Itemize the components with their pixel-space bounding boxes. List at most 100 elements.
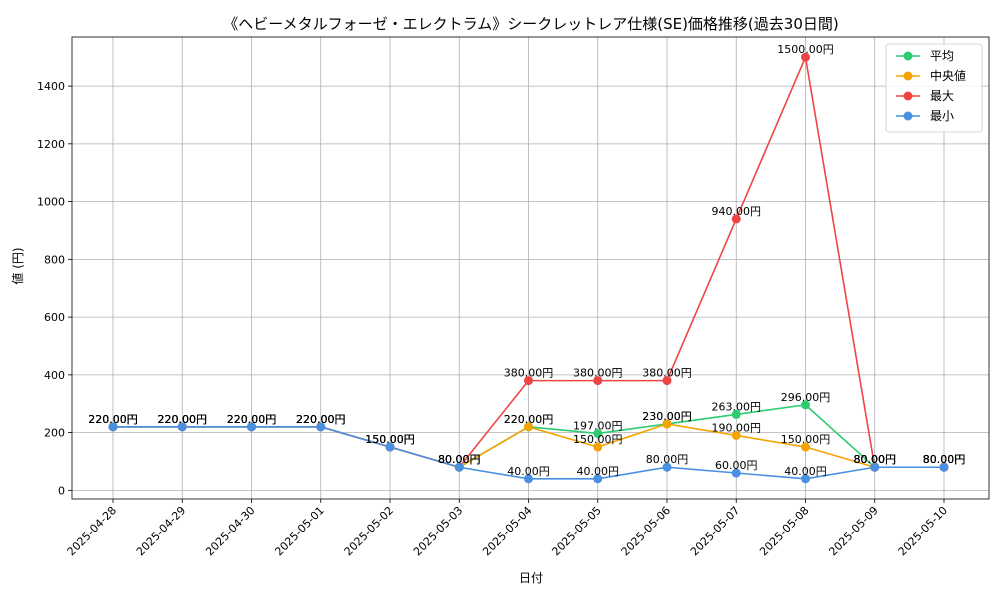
data-label: 380.00円 bbox=[573, 367, 623, 380]
gridlines bbox=[72, 37, 989, 499]
x-tick-label: 2025-05-05 bbox=[549, 504, 603, 558]
data-label: 40.00円 bbox=[507, 465, 550, 478]
data-point bbox=[524, 474, 533, 484]
data-label: 150.00円 bbox=[365, 433, 415, 446]
data-label: 80.00円 bbox=[854, 453, 897, 466]
x-tick-label: 2025-05-10 bbox=[896, 504, 950, 558]
data-label: 220.00円 bbox=[504, 413, 554, 426]
data-label: 220.00円 bbox=[296, 413, 346, 426]
x-tick-label: 2025-05-07 bbox=[688, 504, 742, 558]
data-label: 150.00円 bbox=[365, 433, 415, 446]
data-point bbox=[524, 422, 533, 432]
data-label: 80.00円 bbox=[923, 453, 966, 466]
data-label: 380.00円 bbox=[504, 367, 554, 380]
data-point bbox=[801, 400, 810, 410]
data-label: 220.00円 bbox=[227, 413, 277, 426]
legend-label: 平均 bbox=[930, 49, 954, 63]
x-axis-label: 日付 bbox=[519, 571, 543, 585]
data-label: 80.00円 bbox=[923, 453, 966, 466]
data-label: 150.00円 bbox=[573, 433, 623, 446]
legend-label: 中央値 bbox=[930, 68, 966, 83]
data-label: 220.00円 bbox=[227, 413, 277, 426]
data-label: 220.00円 bbox=[296, 413, 346, 426]
y-tick-label: 0 bbox=[58, 484, 65, 497]
data-label: 220.00円 bbox=[504, 413, 554, 426]
y-tick-label: 1200 bbox=[37, 138, 65, 151]
data-label: 80.00円 bbox=[854, 453, 897, 466]
data-point bbox=[731, 468, 741, 478]
data-label: 220.00円 bbox=[88, 413, 138, 426]
legend-box bbox=[885, 43, 983, 133]
data-label: 80.00円 bbox=[923, 453, 966, 466]
data-label: 1500.00円 bbox=[777, 43, 834, 56]
data-label: 80.00円 bbox=[438, 453, 481, 466]
data-label: 220.00円 bbox=[88, 413, 138, 426]
data-label: 220.00円 bbox=[227, 413, 277, 426]
y-tick-label: 800 bbox=[44, 253, 65, 266]
y-tick-label: 200 bbox=[44, 427, 65, 440]
legend-swatch-marker bbox=[903, 51, 913, 61]
x-tick-label: 2025-05-06 bbox=[619, 504, 673, 558]
data-label: 263.00円 bbox=[712, 400, 762, 413]
data-label: 220.00円 bbox=[88, 413, 138, 426]
data-point bbox=[593, 428, 603, 438]
x-tick-label: 2025-04-28 bbox=[65, 504, 119, 558]
data-label: 220.00円 bbox=[158, 413, 208, 426]
y-tick-label: 1000 bbox=[37, 196, 65, 209]
x-tick-label: 2025-05-08 bbox=[757, 504, 811, 558]
data-label: 197.00円 bbox=[573, 419, 623, 432]
data-point bbox=[870, 462, 880, 472]
series-points bbox=[108, 52, 949, 484]
data-label: 220.00円 bbox=[296, 413, 346, 426]
data-point bbox=[593, 474, 603, 484]
data-label: 80.00円 bbox=[438, 453, 481, 466]
data-label: 80.00円 bbox=[854, 453, 897, 466]
x-axis-ticks: 2025-04-28 2025-04-29 2025-04-30 2025-05-01… bbox=[65, 499, 950, 558]
legend-label: 最大 bbox=[930, 89, 954, 103]
data-label: 220.00円 bbox=[158, 413, 208, 426]
data-label: 150.00円 bbox=[365, 433, 415, 446]
data-label: 40.00円 bbox=[577, 465, 620, 478]
data-point bbox=[939, 462, 949, 472]
data-label: 80.00円 bbox=[923, 453, 966, 466]
data-label: 80.00円 bbox=[438, 453, 481, 466]
data-point bbox=[593, 442, 603, 452]
y-axis-label: 値 (円) bbox=[10, 247, 25, 284]
data-point bbox=[385, 442, 395, 452]
legend-swatch-marker bbox=[903, 71, 913, 81]
data-point bbox=[524, 376, 533, 386]
plot-frame bbox=[71, 36, 990, 500]
data-label: 220.00円 bbox=[158, 413, 208, 426]
data-label: 220.00円 bbox=[158, 413, 208, 426]
legend-label: 最小 bbox=[930, 109, 954, 123]
data-point bbox=[731, 214, 741, 224]
data-point bbox=[801, 474, 810, 484]
data-label: 150.00円 bbox=[365, 433, 415, 446]
x-tick-label: 2025-05-04 bbox=[480, 504, 534, 558]
data-point bbox=[593, 376, 603, 386]
data-label: 296.00円 bbox=[781, 391, 831, 404]
data-labels: 220.00円 220.00円 220.00円 220.00円 150.00円 80.00… bbox=[88, 43, 965, 478]
data-label: 220.00円 bbox=[88, 413, 138, 426]
data-label: 80.00円 bbox=[438, 453, 481, 466]
data-label: 80.00円 bbox=[646, 453, 689, 466]
data-point bbox=[662, 376, 672, 386]
x-tick-label: 2025-04-29 bbox=[134, 504, 188, 558]
data-point bbox=[247, 422, 256, 432]
data-label: 230.00円 bbox=[642, 410, 692, 423]
y-tick-label: 600 bbox=[44, 311, 65, 324]
y-tick-label: 1400 bbox=[37, 80, 65, 93]
data-point bbox=[731, 430, 741, 440]
data-label: 230.00円 bbox=[642, 410, 692, 423]
data-point bbox=[662, 419, 672, 429]
x-tick-label: 2025-05-01 bbox=[272, 504, 326, 558]
data-label: 60.00円 bbox=[715, 459, 758, 472]
x-tick-label: 2025-05-02 bbox=[342, 504, 396, 558]
data-point bbox=[801, 52, 810, 62]
y-axis-ticks: 0 200 400 600 800 1000 1200 1400 bbox=[37, 80, 72, 497]
y-tick-label: 400 bbox=[44, 369, 65, 382]
data-point bbox=[108, 422, 118, 432]
x-tick-label: 2025-05-09 bbox=[826, 504, 880, 558]
